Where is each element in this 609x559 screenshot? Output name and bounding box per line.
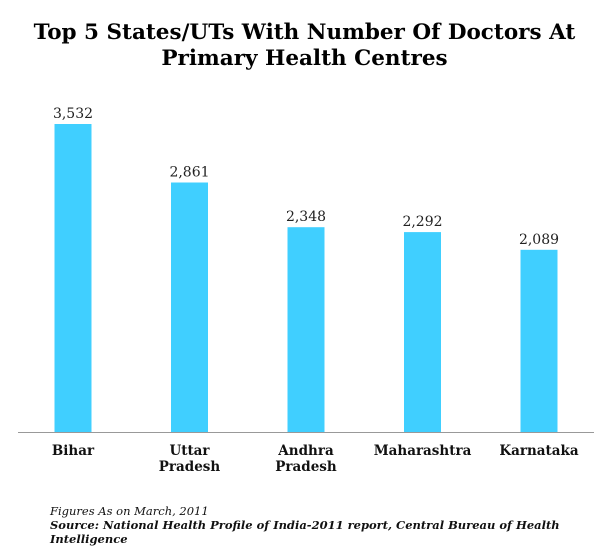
category-label: Uttar Pradesh (159, 443, 221, 475)
value-label: 2,861 (169, 165, 209, 181)
category-label: Karnataka (499, 443, 578, 459)
value-label: 2,089 (519, 232, 559, 248)
value-label: 2,348 (286, 209, 326, 225)
bar (171, 182, 208, 432)
bar (54, 124, 92, 432)
category-label-line: Andhra (277, 443, 334, 459)
value-label: 3,532 (53, 106, 93, 122)
figures-note: Figures As on March, 2011 (50, 504, 209, 518)
category-label-line: Pradesh (159, 459, 221, 475)
chart-title: Top 5 States/UTs With Number Of Doctors … (33, 20, 576, 71)
category-label: Andhra Pradesh (275, 443, 337, 475)
category-label: Bihar (52, 443, 95, 459)
value-label: 2,292 (402, 214, 442, 230)
category-label-line: Pradesh (275, 459, 337, 475)
bar (404, 232, 441, 432)
category-label: Maharashtra (374, 443, 472, 459)
bar (520, 249, 558, 432)
source-note: Source: National Health Profile of India… (50, 518, 560, 546)
category-label-line: Uttar (169, 443, 210, 459)
bar (287, 227, 325, 432)
